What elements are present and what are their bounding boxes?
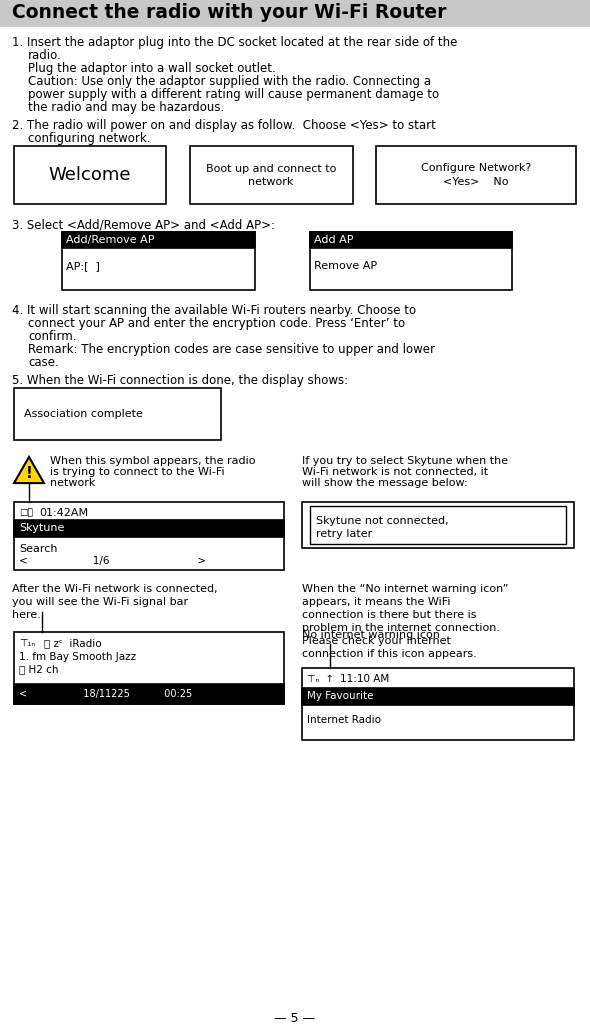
Text: No internet warning icon: No internet warning icon [302,630,440,640]
Text: connection is there but there is: connection is there but there is [302,611,477,620]
Text: case.: case. [28,356,59,369]
Text: the radio and may be hazardous.: the radio and may be hazardous. [28,101,224,114]
Text: 01:42AM: 01:42AM [39,508,88,518]
Text: Wi-Fi network is not connected, it: Wi-Fi network is not connected, it [302,467,488,477]
Text: connect your AP and enter the encryption code. Press ‘Enter’ to: connect your AP and enter the encryption… [28,317,405,330]
FancyBboxPatch shape [302,668,574,740]
Text: If you try to select Skytune when the: If you try to select Skytune when the [302,456,508,466]
Text: <                    1/6                           >: < 1/6 > [19,556,206,566]
FancyBboxPatch shape [14,684,284,705]
FancyBboxPatch shape [62,232,255,248]
Text: Remove AP: Remove AP [314,261,377,271]
Text: retry later: retry later [316,529,372,539]
Text: will show the message below:: will show the message below: [302,478,468,488]
Text: 3. Select <Add/Remove AP> and <Add AP>:: 3. Select <Add/Remove AP> and <Add AP>: [12,218,275,231]
Text: 1. fm Bay Smooth Jazz: 1. fm Bay Smooth Jazz [19,652,136,662]
Text: Association complete: Association complete [24,409,143,419]
Text: Add/Remove AP: Add/Remove AP [66,234,155,245]
Text: appears, it means the WiFi: appears, it means the WiFi [302,597,451,607]
FancyBboxPatch shape [14,520,284,537]
Text: network: network [248,177,294,187]
Text: Skytune not connected,: Skytune not connected, [316,516,448,526]
Text: Connect the radio with your Wi-Fi Router: Connect the radio with your Wi-Fi Router [12,3,447,23]
Text: here.: here. [12,611,41,620]
Text: Add AP: Add AP [314,234,353,245]
Text: ⌗ zᶜ  iRadio: ⌗ zᶜ iRadio [44,638,101,648]
Text: ⓘ H2 ch: ⓘ H2 ch [19,664,58,674]
Text: configuring network.: configuring network. [28,132,150,145]
Text: Please check your internet: Please check your internet [302,636,451,646]
Text: □⦾: □⦾ [19,508,33,516]
FancyBboxPatch shape [14,632,284,705]
Text: Search: Search [19,544,57,554]
FancyBboxPatch shape [14,388,221,440]
FancyBboxPatch shape [302,688,574,705]
FancyBboxPatch shape [14,502,284,570]
Polygon shape [14,457,44,483]
Text: When this symbol appears, the radio: When this symbol appears, the radio [50,456,255,466]
Text: Boot up and connect to: Boot up and connect to [206,164,336,174]
Text: AP:[  ]: AP:[ ] [66,261,100,271]
Text: confirm.: confirm. [28,330,77,343]
Text: !: ! [25,466,32,480]
Text: When the “No internet warning icon”: When the “No internet warning icon” [302,584,509,594]
Text: Configure Network?: Configure Network? [421,163,531,173]
Text: you will see the Wi-Fi signal bar: you will see the Wi-Fi signal bar [12,597,188,607]
FancyBboxPatch shape [310,232,512,248]
FancyBboxPatch shape [310,506,566,544]
Text: connection if this icon appears.: connection if this icon appears. [302,649,477,659]
FancyBboxPatch shape [310,232,512,290]
Text: problem in the internet connection.: problem in the internet connection. [302,623,500,633]
Text: power supply with a different rating will cause permanent damage to: power supply with a different rating wil… [28,88,439,101]
Text: My Favourite: My Favourite [307,691,373,701]
Text: 2. The radio will power on and display as follow.  Choose <Yes> to start: 2. The radio will power on and display a… [12,119,436,132]
FancyBboxPatch shape [62,232,255,290]
FancyBboxPatch shape [0,0,590,26]
Text: 1. Insert the adaptor plug into the DC socket located at the rear side of the: 1. Insert the adaptor plug into the DC s… [12,36,457,49]
Text: Plug the adaptor into a wall socket outlet.: Plug the adaptor into a wall socket outl… [28,62,276,75]
FancyBboxPatch shape [190,146,353,204]
Text: <Yes>    No: <Yes> No [443,177,509,187]
Text: ⊤₁ₙ: ⊤₁ₙ [19,638,35,648]
Text: After the Wi-Fi network is connected,: After the Wi-Fi network is connected, [12,584,218,594]
Text: Welcome: Welcome [49,166,131,184]
Text: Internet Radio: Internet Radio [307,715,381,725]
Text: 11:10 AM: 11:10 AM [340,674,389,684]
Text: 4. It will start scanning the available Wi-Fi routers nearby. Choose to: 4. It will start scanning the available … [12,304,416,317]
Text: Caution: Use only the adaptor supplied with the radio. Connecting a: Caution: Use only the adaptor supplied w… [28,75,431,88]
FancyBboxPatch shape [376,146,576,204]
Text: Remark: The encryption codes are case sensitive to upper and lower: Remark: The encryption codes are case se… [28,343,435,356]
Text: Skytune: Skytune [19,523,64,533]
FancyBboxPatch shape [14,146,166,204]
Text: is trying to connect to the Wi-Fi: is trying to connect to the Wi-Fi [50,467,225,477]
Text: network: network [50,478,96,488]
Text: radio.: radio. [28,49,62,62]
Text: <                  18/11225           00:25: < 18/11225 00:25 [19,689,192,699]
Text: 5. When the Wi-Fi connection is done, the display shows:: 5. When the Wi-Fi connection is done, th… [12,374,348,387]
FancyBboxPatch shape [302,502,574,547]
Text: — 5 —: — 5 — [274,1012,316,1026]
Text: ⊤ₙ  ↑: ⊤ₙ ↑ [307,674,334,684]
